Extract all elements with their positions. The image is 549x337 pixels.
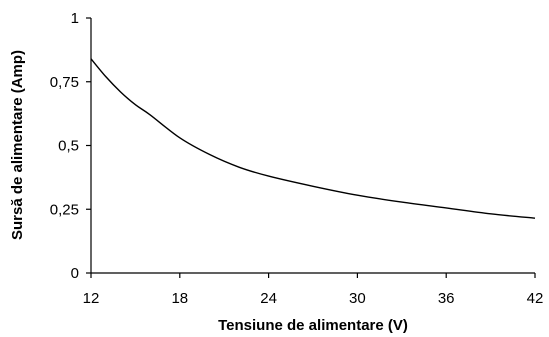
series-line bbox=[90, 58, 536, 219]
x-tick-label: 42 bbox=[527, 290, 544, 307]
y-tick-label: 0 bbox=[71, 265, 79, 282]
y-tick-label: 1 bbox=[71, 10, 79, 27]
x-tick-label: 12 bbox=[83, 290, 100, 307]
x-ticks: 12 18 24 30 36 42 bbox=[83, 273, 544, 307]
plot-area: 0 0,25 0,5 0,75 1 12 18 24 30 36 42 bbox=[50, 10, 544, 307]
x-tick-label: 18 bbox=[171, 290, 188, 307]
x-tick-label: 36 bbox=[438, 290, 455, 307]
y-tick-label: 0,5 bbox=[58, 138, 79, 155]
y-tick-label: 0,75 bbox=[50, 74, 79, 91]
x-tick-label: 30 bbox=[349, 290, 366, 307]
y-axis-title: Sursă de alimentare (Amp) bbox=[9, 50, 26, 240]
y-tick-label: 0,25 bbox=[50, 201, 79, 218]
x-axis-title: Tensiune de alimentare (V) bbox=[218, 317, 408, 334]
x-tick-label: 24 bbox=[260, 290, 277, 307]
y-ticks: 0 0,25 0,5 0,75 1 bbox=[50, 10, 91, 282]
